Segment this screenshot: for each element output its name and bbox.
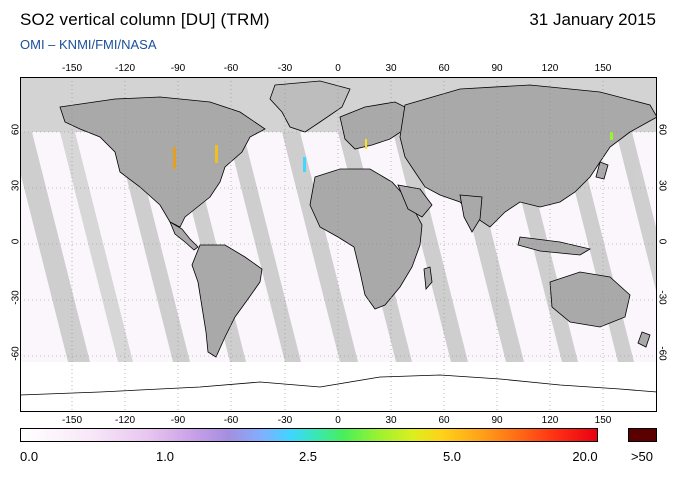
south-america: [191, 244, 263, 358]
colorbar-label: 0.0: [20, 449, 39, 464]
north-america: [59, 96, 266, 228]
lon-tick-bottom: -90: [170, 415, 186, 426]
lat-tick-right: 30: [656, 179, 668, 192]
lon-tick-top: 30: [385, 63, 397, 74]
japan: [595, 161, 609, 180]
lon-tick-bottom: 90: [491, 415, 503, 426]
lon-tick-bottom: -120: [114, 415, 136, 426]
asia: [399, 84, 657, 228]
colorbar-label: 2.5: [298, 449, 318, 464]
lon-tick-top: 60: [438, 63, 450, 74]
colorbar-label: >50: [630, 449, 654, 464]
lat-tick-right: 60: [656, 123, 668, 136]
lat-tick-right: -30: [656, 290, 668, 305]
lon-tick-top: -30: [277, 63, 293, 74]
so2-colorbar: [20, 428, 598, 442]
lon-tick-top: 120: [541, 63, 559, 74]
map-frame: [20, 77, 657, 412]
lon-tick-bottom: 150: [594, 415, 612, 426]
colorbar-label: 1.0: [155, 449, 175, 464]
madagascar: [423, 266, 433, 290]
data-credit: OMI – KNMI/FMI/NASA: [20, 37, 157, 52]
australia: [549, 271, 631, 328]
indonesia: [517, 236, 592, 256]
lon-tick-top: -90: [170, 63, 186, 74]
new-zealand: [637, 331, 651, 348]
lon-tick-bottom: 60: [438, 415, 450, 426]
lon-tick-bottom: -30: [277, 415, 293, 426]
so2-world-map[interactable]: [20, 77, 657, 412]
lon-tick-top: 90: [491, 63, 503, 74]
colorbar-label: 20.0: [572, 449, 598, 464]
arabia: [397, 184, 433, 218]
lon-tick-bottom: 30: [385, 415, 397, 426]
continents: [20, 80, 657, 412]
lon-tick-top: -150: [61, 63, 83, 74]
central-america: [169, 221, 199, 251]
colorbar-label: 5.0: [442, 449, 462, 464]
antarctica: [20, 374, 657, 412]
greenland: [269, 80, 351, 133]
lon-tick-bottom: 120: [541, 415, 559, 426]
lon-tick-top: -60: [223, 63, 239, 74]
lon-tick-bottom: -60: [223, 415, 239, 426]
lon-tick-top: 0: [335, 63, 341, 74]
lat-tick-right: -60: [656, 346, 668, 361]
lon-tick-bottom: 0: [335, 415, 341, 426]
map-date: 31 January 2015: [529, 10, 656, 29]
lon-tick-top: 150: [594, 63, 612, 74]
europe: [339, 101, 416, 150]
overflow-color-box: [628, 428, 657, 442]
map-title: SO2 vertical column [DU] (TRM): [20, 10, 270, 29]
lat-tick-right: 0: [656, 238, 668, 245]
lon-tick-bottom: -150: [61, 415, 83, 426]
india: [459, 194, 483, 233]
so2-hotspots: [173, 132, 613, 172]
africa: [309, 168, 423, 310]
lon-tick-top: -120: [114, 63, 136, 74]
